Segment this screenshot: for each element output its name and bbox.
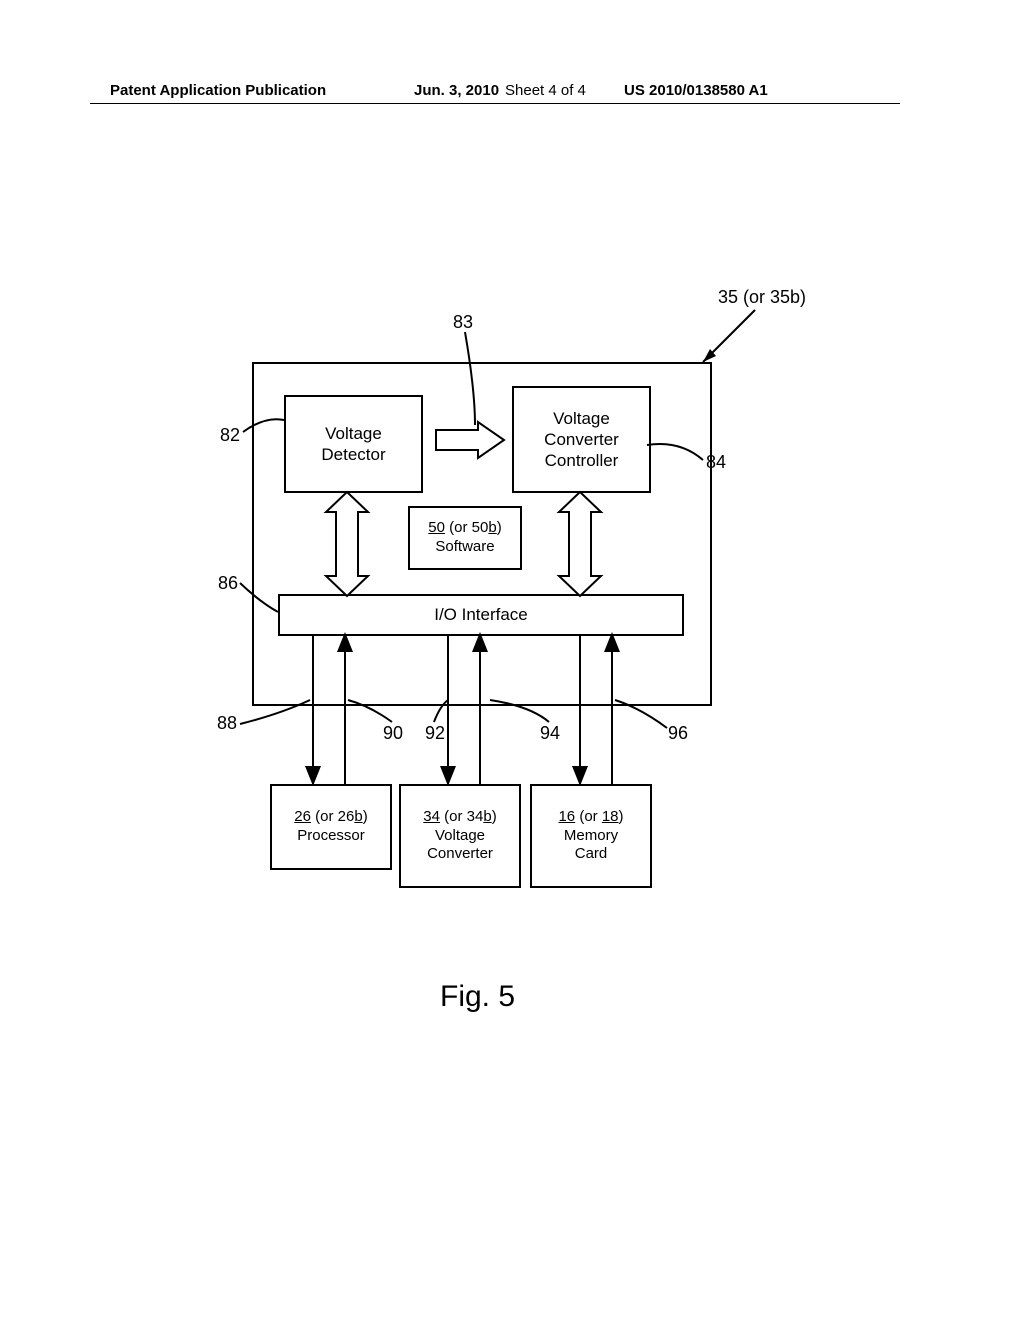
software-ref-50b: b	[488, 519, 496, 536]
voltage-converter-line3: Converter	[427, 845, 493, 864]
block-memory-card: 16 (or 18) Memory Card	[530, 784, 652, 888]
processor-label: Processor	[297, 827, 365, 846]
ref-96: 96	[668, 723, 688, 744]
vcc-line3: Controller	[545, 450, 619, 471]
voltage-converter-ref: 34 (or 34b)	[423, 808, 496, 827]
ref-82: 82	[220, 425, 240, 446]
ref-35: 35 (or 35b)	[718, 287, 806, 308]
voltage-converter-line2: Voltage	[435, 827, 485, 846]
software-label: Software	[435, 538, 494, 557]
software-ref-50: 50	[428, 519, 445, 536]
memory-card-ref: 16 (or 18)	[558, 808, 623, 827]
memory-card-line2: Memory	[564, 827, 618, 846]
ref-94: 94	[540, 723, 560, 744]
ref-92: 92	[425, 723, 445, 744]
ref-84: 84	[706, 452, 726, 473]
ref-88: 88	[217, 713, 237, 734]
diagram-fig5: Voltage Detector Voltage Converter Contr…	[0, 0, 1024, 1320]
vcc-line1: Voltage	[553, 408, 610, 429]
io-interface-label: I/O Interface	[434, 604, 528, 625]
vcc-line2: Converter	[544, 429, 619, 450]
voltage-detector-line2: Detector	[321, 444, 385, 465]
memory-card-line3: Card	[575, 845, 608, 864]
ref-86: 86	[218, 573, 238, 594]
ref-83: 83	[453, 312, 473, 333]
block-software: 50 (or 50b) Software	[408, 506, 522, 570]
block-processor: 26 (or 26b) Processor	[270, 784, 392, 870]
processor-ref: 26 (or 26b)	[294, 808, 367, 827]
page: Patent Application Publication Jun. 3, 2…	[0, 0, 1024, 1320]
figure-label: Fig. 5	[440, 980, 515, 1014]
software-ref: 50 (or 50b)	[428, 519, 501, 538]
block-voltage-detector: Voltage Detector	[284, 395, 423, 493]
arrow-35-pointer	[703, 310, 755, 362]
ref-90: 90	[383, 723, 403, 744]
block-io-interface: I/O Interface	[278, 594, 684, 636]
voltage-detector-line1: Voltage	[325, 423, 382, 444]
block-voltage-converter-controller: Voltage Converter Controller	[512, 386, 651, 493]
block-voltage-converter: 34 (or 34b) Voltage Converter	[399, 784, 521, 888]
